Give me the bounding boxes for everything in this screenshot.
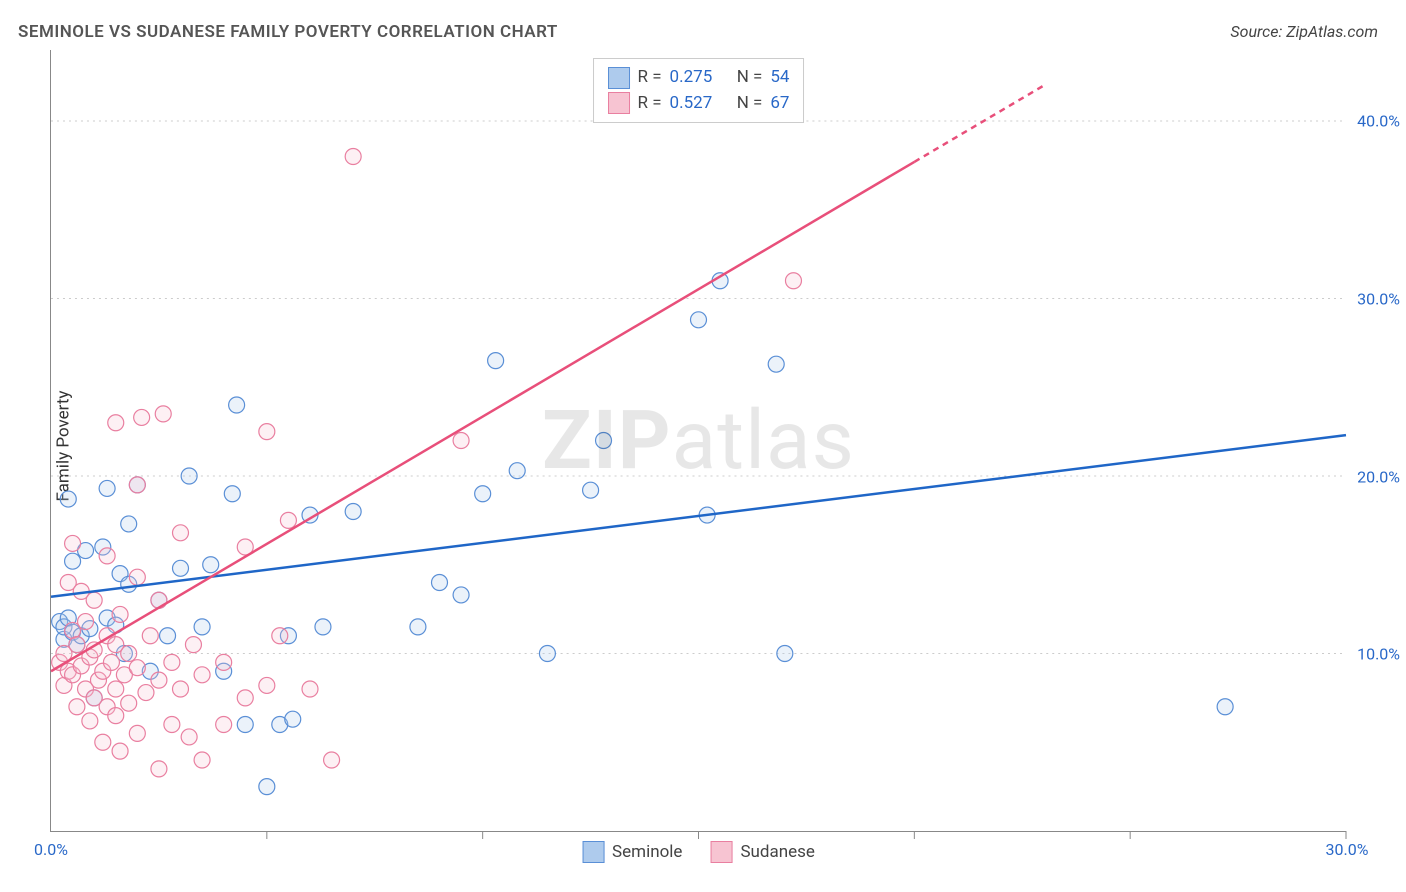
correlation-row: R = 0.275 N = 54 (608, 65, 790, 91)
x-tick-label: 30.0% (1326, 840, 1369, 859)
y-tick-label: 30.0% (1357, 289, 1400, 308)
plot-area: ZIPatlas R = 0.275 N = 54R = 0.527 N = 6… (50, 50, 1346, 832)
legend-swatch-icon (608, 92, 630, 114)
legend-item: Sudanese (710, 841, 815, 863)
legend-swatch-icon (608, 67, 630, 89)
y-tick-label: 40.0% (1357, 112, 1400, 131)
x-tick-label: 0.0% (34, 840, 68, 859)
y-tick-label: 10.0% (1357, 645, 1400, 664)
chart-svg (51, 50, 1346, 831)
series-legend: Seminole Sudanese (582, 841, 815, 863)
legend-swatch-icon (582, 841, 604, 863)
chart-container: SEMINOLE VS SUDANESE FAMILY POVERTY CORR… (0, 0, 1406, 892)
legend-item: Seminole (582, 841, 682, 863)
correlation-row: R = 0.527 N = 67 (608, 91, 790, 117)
source-attribution: Source: ZipAtlas.com (1230, 22, 1378, 41)
y-tick-label: 20.0% (1357, 467, 1400, 486)
page-title: SEMINOLE VS SUDANESE FAMILY POVERTY CORR… (18, 22, 558, 42)
legend-swatch-icon (710, 841, 732, 863)
correlation-legend: R = 0.275 N = 54R = 0.527 N = 67 (593, 58, 805, 123)
